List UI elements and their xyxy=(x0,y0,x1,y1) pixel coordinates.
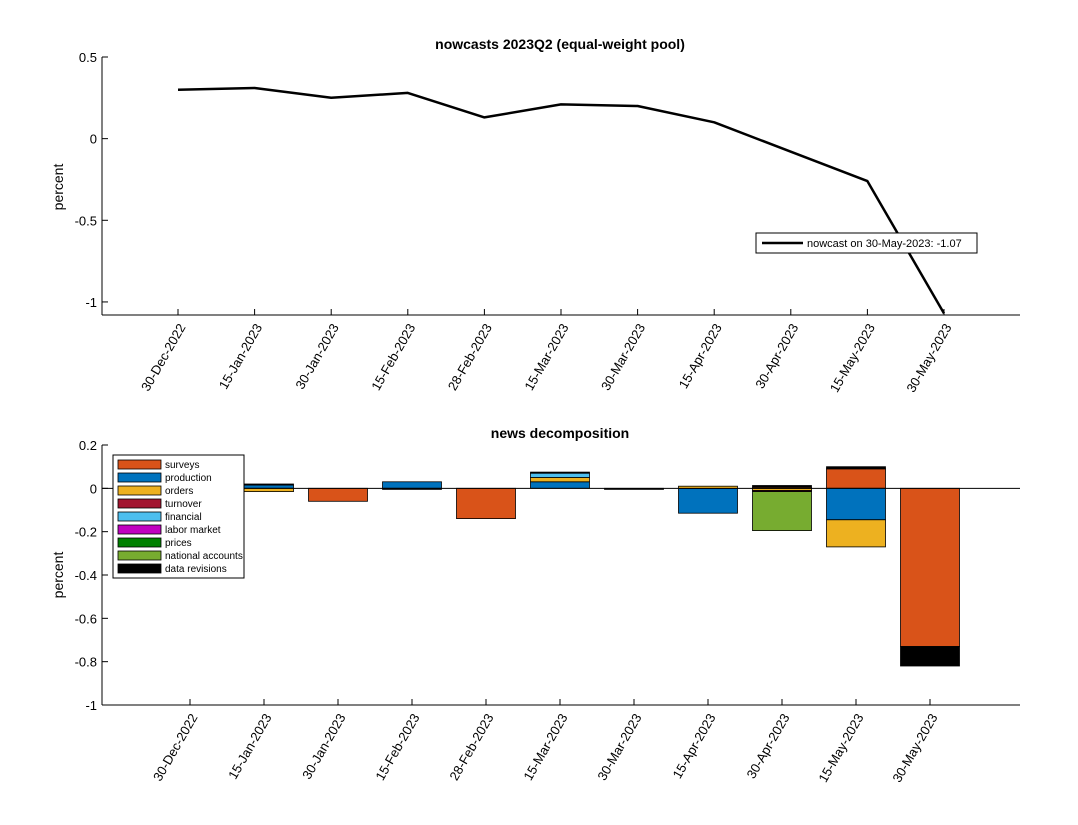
bar-surveys xyxy=(308,487,368,502)
bottom-y-tick-label: 0.2 xyxy=(79,438,97,453)
bottom-y-tick-label: 0 xyxy=(90,481,97,496)
legend-swatch-production xyxy=(117,472,162,483)
bar-data-revisions xyxy=(752,485,812,488)
top-y-tick-label: -1 xyxy=(85,295,97,310)
top-y-ticks: 0.5 0 -0.5 -1 xyxy=(75,50,108,310)
top-axes xyxy=(101,57,1020,316)
bar-orders xyxy=(826,519,886,548)
bottom-x-tick-label: 30-Jan-2023 xyxy=(299,711,348,782)
bottom-y-tick-label: -0.4 xyxy=(75,568,97,583)
legend-swatch-labor-market xyxy=(117,524,162,535)
bottom-y-tick-label: -0.8 xyxy=(75,655,97,670)
bar-production xyxy=(530,481,590,489)
bottom-chart-title: news decomposition xyxy=(491,425,629,441)
top-x-tick-label: 15-Mar-2023 xyxy=(521,321,571,393)
top-x-tick-label: 30-Apr-2023 xyxy=(752,321,801,391)
top-series xyxy=(177,86,946,315)
bar-production xyxy=(826,487,886,521)
top-y-axis-label: percent xyxy=(50,164,66,211)
legend-label-surveys: surveys xyxy=(165,460,199,471)
top-x-tick-label: 15-Apr-2023 xyxy=(676,321,725,391)
legend-label-labor-market: labor market xyxy=(165,525,221,536)
bar-surveys xyxy=(826,468,886,489)
news-decomposition-chart: news decomposition percent 0.2 0 -0.2 -0.4 -… xyxy=(50,425,1020,785)
legend-label-financial: financial xyxy=(165,512,202,523)
top-x-tick-label: 15-Jan-2023 xyxy=(216,321,265,392)
bottom-y-axis-label: percent xyxy=(50,552,66,599)
top-x-tick-label: 30-Dec-2022 xyxy=(138,321,189,394)
legend-label-production: production xyxy=(165,473,212,484)
bottom-x-tick-label: 30-Apr-2023 xyxy=(743,711,792,781)
legend-label-national-accounts: national accounts xyxy=(165,551,243,562)
legend-swatch-orders xyxy=(117,485,162,496)
top-x-tick-label: 15-May-2023 xyxy=(827,321,878,395)
top-x-tick-label: 28-Feb-2023 xyxy=(445,321,495,393)
bottom-x-tick-label: 30-Mar-2023 xyxy=(594,711,644,783)
bottom-x-tick-label: 15-May-2023 xyxy=(815,711,866,785)
legend-label-data-revisions: data revisions xyxy=(165,564,227,575)
bottom-bars xyxy=(234,466,960,667)
top-legend: nowcast on 30-May-2023: -1.07 xyxy=(755,232,978,254)
top-legend-box xyxy=(755,232,978,254)
bar-orders xyxy=(530,477,590,483)
legend-label-prices: prices xyxy=(165,538,192,549)
bottom-x-tick-label: 28-Feb-2023 xyxy=(446,711,496,783)
bottom-y-ticks: 0.2 0 -0.2 -0.4 -0.6 -0.8 -1 xyxy=(75,438,108,713)
bar-financial xyxy=(530,472,590,478)
bar-production xyxy=(382,481,442,489)
bottom-x-tick-label: 15-Jan-2023 xyxy=(225,711,274,782)
bottom-y-tick-label: -1 xyxy=(85,698,97,713)
top-x-tick-label: 15-Feb-2023 xyxy=(368,321,418,393)
bottom-legend: surveys production orders turnover financial… xyxy=(112,454,245,579)
top-x-tick-label: 30-Mar-2023 xyxy=(598,321,648,393)
bottom-x-tick-label: 15-Apr-2023 xyxy=(669,711,718,781)
bottom-y-tick-label: -0.2 xyxy=(75,525,97,540)
legend-swatch-turnover xyxy=(117,498,162,509)
bottom-x-tick-label: 15-Feb-2023 xyxy=(372,711,422,783)
bar-production xyxy=(678,487,738,514)
bar-data-revisions xyxy=(826,466,886,470)
bar-surveys xyxy=(900,487,960,647)
bottom-x-tick-label: 30-May-2023 xyxy=(889,711,940,785)
legend-swatch-data-revisions xyxy=(117,563,162,574)
legend-swatch-financial xyxy=(117,511,162,522)
bottom-x-tick-label: 15-Mar-2023 xyxy=(520,711,570,783)
legend-swatch-national-accounts xyxy=(117,550,162,561)
legend-swatch-surveys xyxy=(117,459,162,470)
top-x-tick-label: 30-May-2023 xyxy=(903,321,954,395)
top-legend-label: nowcast on 30-May-2023: -1.07 xyxy=(807,238,962,250)
bottom-x-tick-label: 30-Dec-2022 xyxy=(150,711,201,784)
top-x-ticks: 30-Dec-2022 15-Jan-2023 30-Jan-2023 15-Feb-… xyxy=(138,309,955,395)
bottom-x-ticks: 30-Dec-2022 15-Jan-2023 30-Jan-2023 15-Feb-… xyxy=(150,699,941,785)
nowcast-line-chart: nowcasts 2023Q2 (equal-weight pool) perc… xyxy=(50,36,1020,395)
legend-label-turnover: turnover xyxy=(165,499,202,510)
top-x-tick-label: 30-Jan-2023 xyxy=(292,321,341,392)
top-y-tick-label: 0 xyxy=(90,132,97,147)
bar-surveys xyxy=(456,487,516,519)
bar-data-revisions xyxy=(900,646,960,667)
bar-data-revisions xyxy=(530,471,590,474)
nowcast-line xyxy=(177,86,946,315)
bottom-y-tick-label: -0.6 xyxy=(75,611,97,626)
top-chart-title: nowcasts 2023Q2 (equal-weight pool) xyxy=(435,36,685,52)
bar-national-accounts xyxy=(752,491,812,532)
top-y-tick-label: -0.5 xyxy=(75,213,97,228)
top-y-tick-label: 0.5 xyxy=(79,50,97,65)
legend-label-orders: orders xyxy=(165,486,193,497)
legend-swatch-prices xyxy=(117,537,162,548)
